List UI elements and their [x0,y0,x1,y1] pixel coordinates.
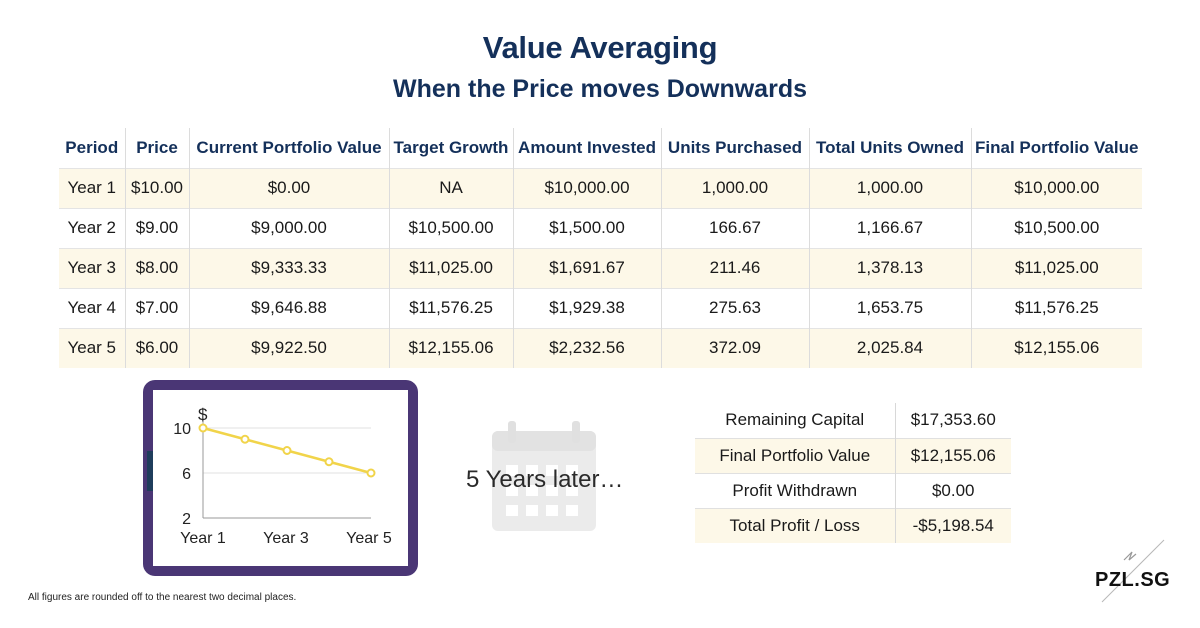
x-tick-label: Year 5 [346,530,392,547]
summary-value: $17,353.60 [895,403,1011,438]
summary-table: Remaining Capital $17,353.60 Final Portf… [695,403,1011,543]
summary-row: Total Profit / Loss -$5,198.54 [695,507,1011,543]
summary-label: Profit Withdrawn [695,472,896,508]
table-cell: 372.09 [661,327,810,368]
y-tick-label: 6 [182,466,191,483]
table-cell: $8.00 [125,247,190,288]
table-cell: $11,025.00 [971,247,1142,288]
table-row: Year 2 $9.00 $9,000.00 $10,500.00 $1,500… [59,207,1142,248]
data-point [324,457,334,467]
price-chart: $ 10 6 2 Year 1 Year 3 Year 5 [153,390,408,566]
chart-frame-tab [147,451,155,491]
summary-row: Profit Withdrawn $0.00 [695,472,1011,508]
summary-label: Total Profit / Loss [695,507,896,543]
table-cell: $12,155.06 [389,327,514,368]
column-header: Price [125,128,190,168]
table-cell: 1,378.13 [809,247,972,288]
table-cell: $10,000.00 [513,167,662,208]
summary-label: Remaining Capital [695,403,896,438]
table-row: Year 3 $8.00 $9,333.33 $11,025.00 $1,691… [59,247,1142,288]
table-cell: 1,166.67 [809,207,972,248]
table-cell: $11,576.25 [971,287,1142,328]
table-cell: $1,929.38 [513,287,662,328]
summary-row: Remaining Capital $17,353.60 [695,403,1011,438]
price-chart-svg: $ 10 6 2 Year 1 Year 3 Year 5 [173,405,392,547]
table-cell: $9.00 [125,207,190,248]
column-header: Period [59,128,126,168]
data-point [240,434,250,444]
column-header: Total Units Owned [809,128,972,168]
table-cell: 1,653.75 [809,287,972,328]
table-cell: $10,000.00 [971,167,1142,208]
table-row: Year 5 $6.00 $9,922.50 $12,155.06 $2,232… [59,327,1142,368]
page-title: Value Averaging [482,30,718,65]
years-later-caption: 5 Years later… [466,466,624,493]
table-cell: Year 1 [59,167,126,208]
table-cell: $11,025.00 [389,247,514,288]
summary-label: Final Portfolio Value [695,437,896,473]
table-cell: 166.67 [661,207,810,248]
calendar-icon [492,421,596,531]
table-cell: $10,500.00 [971,207,1142,248]
footnote: All figures are rounded off to the neare… [28,592,297,603]
table-cell: $10,500.00 [389,207,514,248]
table-row: Year 4 $7.00 $9,646.88 $11,576.25 $1,929… [59,287,1142,328]
table-cell: $11,576.25 [389,287,514,328]
table-cell: $9,646.88 [189,287,390,328]
column-header: Amount Invested [513,128,662,168]
summary-value: -$5,198.54 [895,507,1011,543]
y-tick-label: 10 [173,421,191,438]
table-row: Year 1 $10.00 $0.00 NA $10,000.00 1,000.… [59,167,1142,208]
table-cell: $10.00 [125,167,190,208]
table-cell: $0.00 [189,167,390,208]
data-point [366,468,376,478]
column-header: Target Growth [389,128,514,168]
data-point [198,423,208,433]
logo-mark-icon [1101,539,1165,603]
summary-value: $12,155.06 [895,437,1011,473]
y-tick-label: 2 [182,511,191,528]
table-cell: 1,000.00 [661,167,810,208]
table-cell: Year 4 [59,287,126,328]
y-unit-label: $ [198,405,208,424]
table-cell: Year 2 [59,207,126,248]
data-point [282,446,292,455]
summary-value: $0.00 [895,472,1011,508]
table-cell: $9,922.50 [189,327,390,368]
column-header: Final Portfolio Value [975,137,1139,157]
page-subtitle: When the Price moves Downwards [393,75,807,103]
table-cell: $12,155.06 [971,327,1142,368]
chart-gridlines [203,427,371,474]
table-cell: 1,000.00 [809,167,972,208]
table-cell: $1,500.00 [513,207,662,248]
value-averaging-table: Period Price Current Portfolio Value Tar… [59,128,1142,368]
table-cell: Year 3 [59,247,126,288]
brand-logo: PZL.SG [1095,569,1171,591]
table-cell: $9,333.33 [189,247,390,288]
table-cell: Year 5 [59,327,126,368]
table-cell: $7.00 [125,287,190,328]
table-cell: NA [389,167,514,208]
table-cell: 2,025.84 [809,327,972,368]
table-cell: $6.00 [125,327,190,368]
table-cell: 211.46 [661,247,810,288]
table-cell: 275.63 [661,287,810,328]
table-cell: $2,232.56 [513,327,662,368]
summary-row: Final Portfolio Value $12,155.06 [695,437,1011,473]
x-tick-label: Year 1 [180,530,226,547]
table-header-row: Period Price Current Portfolio Value Tar… [59,128,1142,168]
table-cell: $9,000.00 [189,207,390,248]
table-cell: $1,691.67 [513,247,662,288]
column-header: Units Purchased [661,128,810,168]
x-tick-label: Year 3 [263,530,309,547]
column-header: Current Portfolio Value [189,128,390,168]
price-series-points [198,423,376,478]
